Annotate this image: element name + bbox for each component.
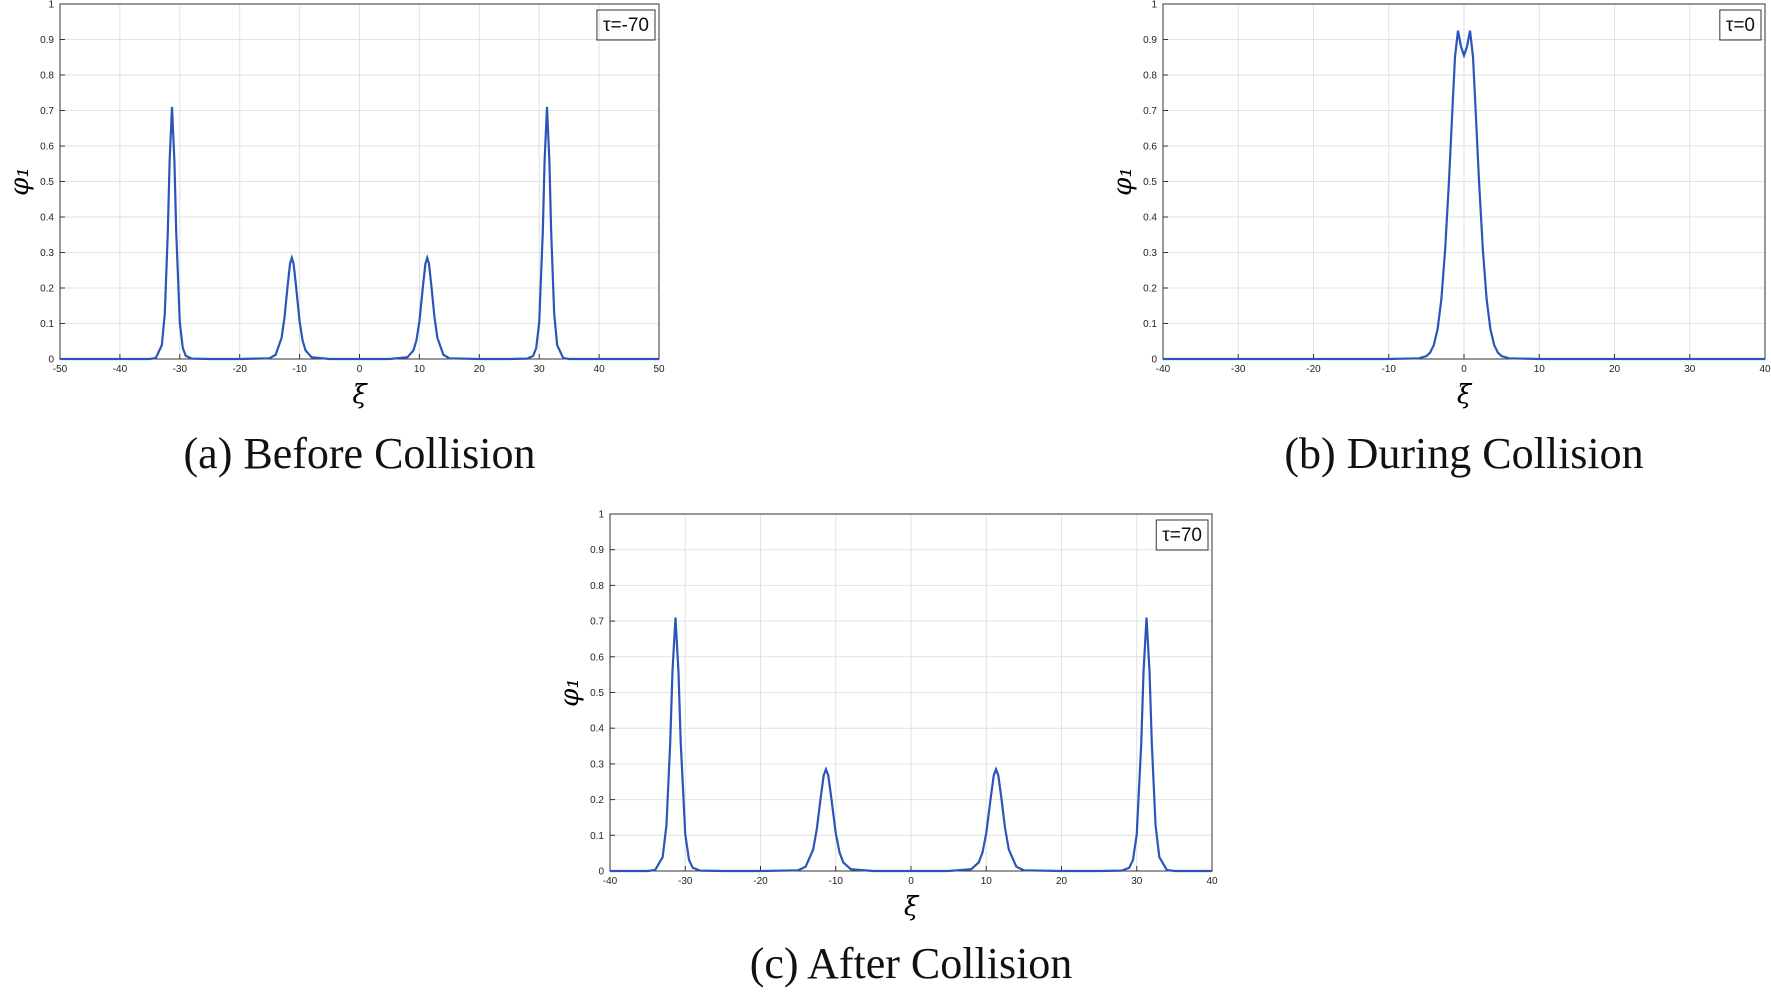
- y-tick-label: 0.9: [1143, 35, 1157, 46]
- x-tick-label: -50: [53, 364, 68, 375]
- x-tick-label: -30: [1231, 364, 1246, 375]
- axes-box: [1162, 3, 1766, 360]
- y-tick-label: 0.6: [1143, 142, 1157, 153]
- y-tick-label: 0.4: [40, 213, 54, 224]
- x-tick-label: 30: [1684, 364, 1696, 375]
- y-tick-label: 0.5: [40, 177, 54, 188]
- x-tick-label: 40: [1759, 364, 1771, 375]
- y-tick-label: 0.9: [590, 545, 604, 556]
- y-tick-label: 0.6: [590, 652, 604, 663]
- y-tick-label: 0: [598, 867, 604, 878]
- caption: (b) During Collision: [1284, 429, 1643, 478]
- chart: -40 -30 -20 -10 0 10 20 30 40 0 0.1 0.2 0.3 0.4 0.5 0.6…: [555, 510, 1218, 989]
- x-tick-label: 30: [534, 364, 546, 375]
- x-tick-label: 10: [981, 876, 993, 887]
- x-tick-label: 50: [653, 364, 665, 375]
- x-tick-label: 10: [1534, 364, 1546, 375]
- x-tick-label: -30: [173, 364, 188, 375]
- annotation-box: [1155, 519, 1209, 551]
- y-tick-label: 0.5: [1143, 177, 1157, 188]
- x-tick-label: -20: [232, 364, 247, 375]
- x-tick-label: -20: [1306, 364, 1321, 375]
- y-tick-label: 1: [1151, 0, 1157, 11]
- x-tick-label: 20: [1609, 364, 1621, 375]
- caption: (c) After Collision: [750, 939, 1073, 988]
- y-tick-label: 0.2: [1143, 284, 1157, 295]
- x-tick-label: -10: [829, 876, 844, 887]
- y-axis-label: φ₁: [5, 167, 35, 196]
- x-tick-label: 10: [414, 364, 426, 375]
- y-tick-label: 0.1: [590, 831, 604, 842]
- x-tick-label: 20: [474, 364, 486, 375]
- x-tick-label: 40: [1206, 876, 1218, 887]
- y-tick-label: 0.2: [40, 284, 54, 295]
- y-tick-label: 0.7: [1143, 106, 1157, 117]
- x-tick-label: -20: [753, 876, 768, 887]
- x-tick-label: 30: [1131, 876, 1143, 887]
- chart: -40 -30 -20 -10 0 10 20 30 40 0 0.1 0.2 0.3 0.4 0.5 0.6…: [1108, 0, 1771, 478]
- y-tick-label: 0.4: [590, 724, 604, 735]
- annotation: τ=0: [1726, 15, 1755, 36]
- y-tick-label: 0.1: [40, 319, 54, 330]
- y-tick-label: 1: [598, 510, 604, 521]
- y-tick-label: 0.8: [590, 581, 604, 592]
- y-tick-label: 0.6: [40, 142, 54, 153]
- y-tick-label: 0.7: [590, 617, 604, 628]
- x-tick-label: 0: [357, 364, 363, 375]
- annotation-box: [596, 9, 656, 41]
- x-tick-label: -40: [1156, 364, 1171, 375]
- y-tick-label: 0.4: [1143, 213, 1157, 224]
- y-tick-label: 0.3: [1143, 248, 1157, 259]
- x-tick-label: -40: [603, 876, 618, 887]
- x-tick-label: -10: [292, 364, 307, 375]
- y-tick-label: 0.2: [590, 795, 604, 806]
- y-axis-label: φ₁: [1108, 167, 1138, 196]
- y-tick-label: 0.9: [40, 35, 54, 46]
- x-axis-label: ξ: [904, 892, 920, 922]
- data-line: [60, 106, 659, 361]
- y-tick-label: 0.7: [40, 106, 54, 117]
- y-tick-label: 0.8: [1143, 71, 1157, 82]
- y-axis-label: φ₁: [555, 678, 585, 707]
- x-tick-label: 40: [594, 364, 606, 375]
- x-tick-label: -30: [678, 876, 693, 887]
- y-tick-label: 0.8: [40, 71, 54, 82]
- y-tick-label: 0: [1151, 355, 1157, 366]
- data-line: [1163, 30, 1765, 361]
- chart: -50 -40 -30 -20 -10 0 10 20 30 40 50 0 0.1 0.2 0.3 0.4 0…: [5, 0, 665, 478]
- annotation: τ=-70: [603, 15, 649, 36]
- y-tick-label: 0.1: [1143, 319, 1157, 330]
- y-tick-label: 1: [48, 0, 54, 11]
- x-axis-label: ξ: [1457, 380, 1473, 410]
- x-tick-label: 0: [1461, 364, 1467, 375]
- y-tick-label: 0.3: [40, 248, 54, 259]
- annotation: τ=70: [1162, 525, 1202, 546]
- x-tick-label: -40: [113, 364, 128, 375]
- annotation-box: [1719, 9, 1762, 41]
- x-axis-label: ξ: [352, 380, 368, 410]
- y-tick-label: 0.5: [590, 688, 604, 699]
- x-tick-label: 20: [1056, 876, 1068, 887]
- x-tick-label: 0: [908, 876, 914, 887]
- y-tick-label: 0.3: [590, 759, 604, 770]
- y-tick-label: 0: [48, 355, 54, 366]
- data-line: [610, 617, 1212, 873]
- x-tick-label: -10: [1382, 364, 1397, 375]
- caption: (a) Before Collision: [184, 429, 536, 478]
